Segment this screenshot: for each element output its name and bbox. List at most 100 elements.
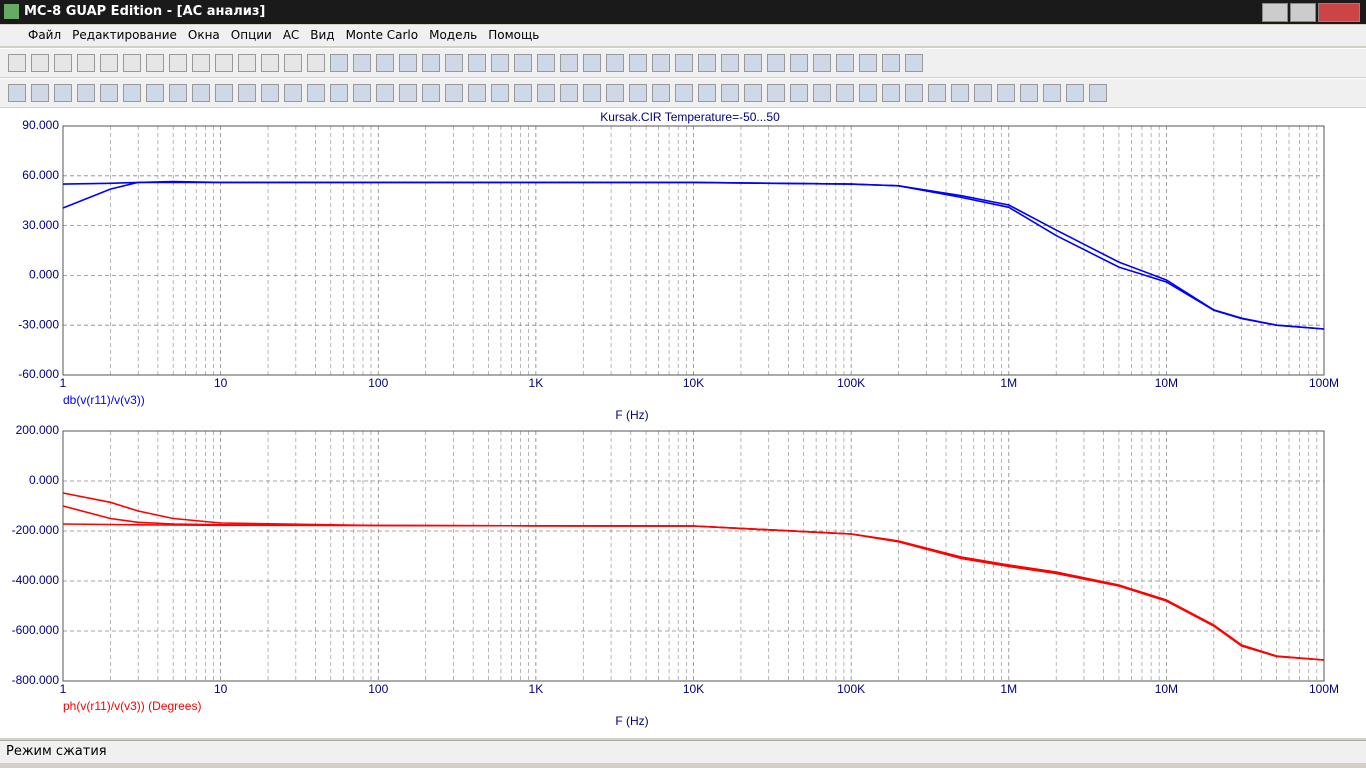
toolbar-button[interactable]: [583, 84, 601, 102]
toolbar-button[interactable]: [422, 84, 440, 102]
toolbar-button[interactable]: [491, 54, 509, 72]
toolbar-button[interactable]: [744, 84, 762, 102]
toolbar-button[interactable]: [8, 54, 26, 72]
toolbar-button[interactable]: [928, 84, 946, 102]
toolbar-button[interactable]: [238, 84, 256, 102]
menu-item[interactable]: Вид: [310, 28, 335, 42]
toolbar-button[interactable]: [675, 84, 693, 102]
toolbar-button[interactable]: [77, 54, 95, 72]
toolbar-button[interactable]: [698, 54, 716, 72]
toolbar-button[interactable]: [629, 84, 647, 102]
toolbar-button[interactable]: [169, 84, 187, 102]
toolbar-button[interactable]: [123, 84, 141, 102]
toolbar-button[interactable]: [399, 84, 417, 102]
toolbar-button[interactable]: [997, 84, 1015, 102]
toolbar-button[interactable]: [652, 54, 670, 72]
toolbar-button[interactable]: [514, 84, 532, 102]
toolbar-button[interactable]: [790, 54, 808, 72]
menu-item[interactable]: Файл: [28, 28, 62, 42]
toolbar-button[interactable]: [353, 84, 371, 102]
toolbar-button[interactable]: [468, 54, 486, 72]
toolbar-button[interactable]: [790, 84, 808, 102]
close-button[interactable]: [1318, 3, 1360, 22]
toolbar-button[interactable]: [744, 54, 762, 72]
toolbar-button[interactable]: [767, 54, 785, 72]
toolbar-button[interactable]: [1020, 84, 1038, 102]
toolbar-button[interactable]: [123, 54, 141, 72]
toolbar-button[interactable]: [261, 84, 279, 102]
toolbar-button[interactable]: [215, 84, 233, 102]
toolbar-button[interactable]: [652, 84, 670, 102]
menu-item[interactable]: Помощь: [488, 28, 540, 42]
toolbar-button[interactable]: [859, 84, 877, 102]
toolbar-button[interactable]: [836, 84, 854, 102]
toolbar-button[interactable]: [307, 84, 325, 102]
toolbar-button[interactable]: [721, 84, 739, 102]
menu-item[interactable]: Опции: [230, 28, 272, 42]
toolbar-button[interactable]: [31, 84, 49, 102]
toolbar-button[interactable]: [560, 84, 578, 102]
minimize-button[interactable]: [1262, 3, 1288, 22]
toolbar-button[interactable]: [330, 84, 348, 102]
toolbar-button[interactable]: [606, 54, 624, 72]
toolbar-button[interactable]: [721, 54, 739, 72]
toolbar-button[interactable]: [54, 54, 72, 72]
toolbar-button[interactable]: [146, 54, 164, 72]
toolbar-button[interactable]: [1089, 84, 1107, 102]
toolbar-button[interactable]: [445, 54, 463, 72]
toolbar-button[interactable]: [1043, 84, 1061, 102]
toolbar-button[interactable]: [307, 54, 325, 72]
toolbar-button[interactable]: [192, 54, 210, 72]
menu-item[interactable]: Редактирование: [72, 28, 177, 42]
toolbar-button[interactable]: [31, 54, 49, 72]
toolbar-button[interactable]: [100, 84, 118, 102]
toolbar-button[interactable]: [169, 54, 187, 72]
toolbar-button[interactable]: [77, 84, 95, 102]
toolbar-button[interactable]: [376, 54, 394, 72]
toolbar-button[interactable]: [491, 84, 509, 102]
toolbar-button[interactable]: [698, 84, 716, 102]
toolbar-button[interactable]: [192, 84, 210, 102]
menu-item[interactable]: Monte Carlo: [345, 28, 419, 42]
toolbar-button[interactable]: [445, 84, 463, 102]
toolbar-button[interactable]: [560, 54, 578, 72]
toolbar-button[interactable]: [813, 54, 831, 72]
toolbar-button[interactable]: [951, 84, 969, 102]
toolbar-button[interactable]: [261, 54, 279, 72]
toolbar-button[interactable]: [399, 54, 417, 72]
toolbar-button[interactable]: [905, 54, 923, 72]
toolbar-button[interactable]: [813, 84, 831, 102]
toolbar-button[interactable]: [422, 54, 440, 72]
toolbar-button[interactable]: [468, 84, 486, 102]
maximize-button[interactable]: [1290, 3, 1316, 22]
toolbar-button[interactable]: [882, 84, 900, 102]
toolbar-button[interactable]: [836, 54, 854, 72]
toolbar-button[interactable]: [537, 54, 555, 72]
toolbar-button[interactable]: [215, 54, 233, 72]
menu-item[interactable]: Окна: [187, 28, 220, 42]
menu-item[interactable]: Модель: [429, 28, 478, 42]
toolbar-button[interactable]: [284, 54, 302, 72]
toolbar-button[interactable]: [905, 84, 923, 102]
menu-item[interactable]: AC: [282, 28, 300, 42]
toolbar-button[interactable]: [238, 54, 256, 72]
toolbar-button[interactable]: [767, 84, 785, 102]
toolbar-button[interactable]: [8, 84, 26, 102]
toolbar-button[interactable]: [974, 84, 992, 102]
toolbar-button[interactable]: [629, 54, 647, 72]
toolbar-button[interactable]: [146, 84, 164, 102]
toolbar-button[interactable]: [284, 84, 302, 102]
toolbar-button[interactable]: [330, 54, 348, 72]
toolbar-button[interactable]: [353, 54, 371, 72]
toolbar-button[interactable]: [859, 54, 877, 72]
toolbar-button[interactable]: [675, 54, 693, 72]
toolbar-button[interactable]: [537, 84, 555, 102]
toolbar-button[interactable]: [514, 54, 532, 72]
toolbar-button[interactable]: [54, 84, 72, 102]
toolbar-button[interactable]: [376, 84, 394, 102]
toolbar-button[interactable]: [606, 84, 624, 102]
toolbar-button[interactable]: [100, 54, 118, 72]
toolbar-button[interactable]: [882, 54, 900, 72]
toolbar-button[interactable]: [1066, 84, 1084, 102]
toolbar-button[interactable]: [583, 54, 601, 72]
